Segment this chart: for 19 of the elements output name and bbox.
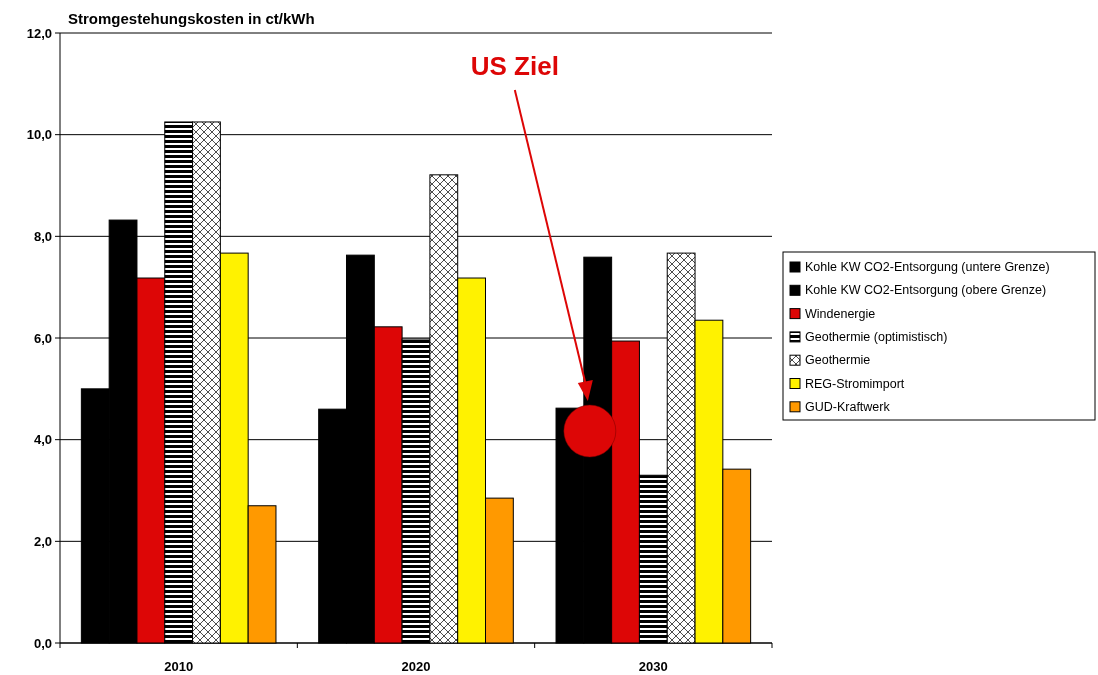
annotation: US Ziel [470,51,559,81]
y-tick-label: 6,0 [33,330,52,346]
legend-label: Windenergie [805,306,876,321]
legend-label: Kohle KW CO2-Entsorgung (untere Grenze) [805,260,1050,274]
y-tick-label: 4,0 [33,432,52,448]
legend-label: GUD-Kraftwerk [805,399,891,414]
legend-label: REG-Stromimport [805,376,905,391]
x-tick-label: 2010 [164,659,194,674]
y-tick-label: 8,0 [33,228,52,244]
legend-label: Geothermie [805,353,871,368]
y-tick-label: 0,0 [33,635,52,651]
x-tick-label: 2020 [401,659,431,674]
y-tick-label: 2,0 [33,533,52,549]
x-tick-label: 2030 [638,659,668,674]
chart-title: Stromgestehungskosten in ct/kWh [68,10,315,27]
legend-label: Geothermie (optimistisch) [805,329,948,344]
y-tick-label: 10,0 [26,127,52,143]
y-tick-label: 12,0 [26,25,52,41]
legend-label: Kohle KW CO2-Entsorgung (obere Grenze) [805,283,1047,298]
